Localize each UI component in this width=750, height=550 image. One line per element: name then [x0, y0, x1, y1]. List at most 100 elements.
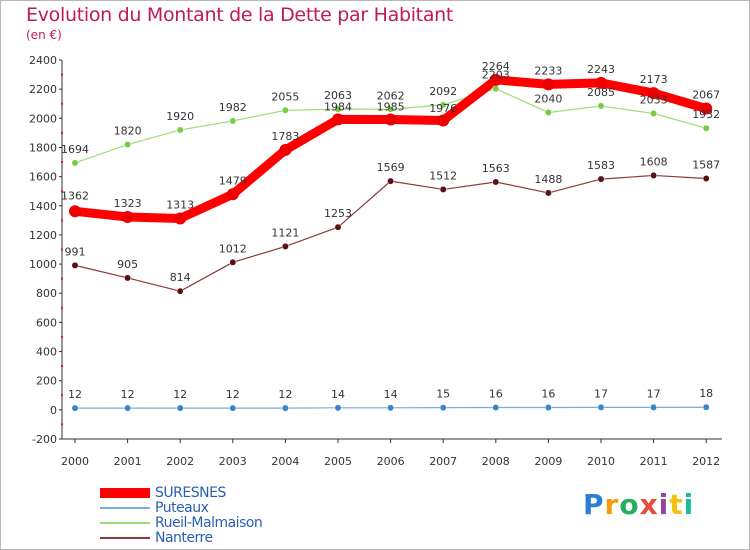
x-tick-label: 2003 [219, 455, 247, 468]
data-label: 2233 [534, 64, 562, 77]
data-label: 15 [436, 388, 450, 401]
data-point [702, 403, 710, 411]
data-label: 1984 [324, 101, 352, 114]
data-label: 2085 [587, 86, 615, 99]
x-tick-label: 2006 [377, 455, 405, 468]
data-label: 1820 [114, 125, 142, 138]
x-tick-label: 2011 [640, 455, 668, 468]
legend-swatch-puteaux [100, 506, 150, 509]
legend-label-puteaux: Puteaux [155, 499, 209, 516]
legend-item-rueil-malmaison: Rueil-Malmaison [100, 514, 263, 531]
data-label: 1985 [377, 100, 405, 113]
data-point [489, 73, 502, 86]
data-point [492, 404, 500, 411]
data-label: 16 [489, 388, 503, 401]
data-point [332, 113, 344, 126]
data-label: 2067 [692, 89, 720, 102]
data-point [124, 404, 132, 412]
data-label: 1012 [219, 242, 247, 255]
data-point [544, 189, 552, 197]
data-label: 1313 [166, 198, 194, 211]
data-label: 12 [68, 388, 82, 401]
logo-letter: P [583, 488, 605, 521]
data-point [334, 223, 342, 231]
data-label: 905 [117, 258, 138, 271]
data-point [124, 141, 132, 148]
x-tick-label: 2010 [587, 455, 615, 468]
y-tick-label: 2000 [29, 112, 57, 125]
data-point [492, 178, 500, 186]
data-point [437, 114, 450, 127]
data-point [597, 175, 605, 183]
y-tick-label: 1600 [29, 171, 57, 184]
data-label: 1563 [482, 162, 510, 175]
data-label: 1920 [166, 110, 194, 123]
chart-title: Evolution du Montant de la Dette par Hab… [26, 4, 454, 26]
data-point [279, 143, 292, 156]
data-point [174, 212, 187, 225]
data-label: 1982 [219, 101, 247, 114]
data-label: 2173 [640, 73, 668, 86]
data-point [176, 126, 184, 134]
data-point [387, 404, 395, 412]
data-point [71, 261, 79, 269]
y-tick-label: 800 [36, 287, 57, 300]
data-point [702, 124, 710, 132]
data-label: 1569 [377, 161, 405, 174]
x-tick-label: 2004 [271, 455, 299, 468]
x-tick-label: 2005 [324, 455, 352, 468]
legend-swatch-rueil-malmaison [100, 521, 150, 524]
data-point [597, 102, 605, 110]
data-label: 2203 [482, 69, 510, 82]
data-label: 2055 [271, 90, 299, 103]
logo-letter: i [683, 488, 695, 521]
data-point [281, 106, 289, 114]
y-tick-label: 200 [36, 375, 57, 388]
data-label: 17 [594, 387, 608, 400]
data-point [176, 404, 184, 412]
logo-letter: x [639, 488, 659, 521]
data-label: 17 [647, 387, 661, 400]
data-point [71, 404, 79, 412]
data-point [69, 205, 81, 218]
data-label: 1512 [429, 169, 457, 182]
x-tick-label: 2012 [692, 455, 720, 468]
data-label: 2264 [482, 60, 510, 73]
legend-item-puteaux: Puteaux [100, 499, 262, 516]
data-point [229, 258, 237, 266]
data-point [334, 404, 342, 412]
y-tick-label: 1800 [29, 141, 57, 154]
data-point [387, 177, 395, 185]
data-label: 1932 [692, 108, 720, 121]
data-label: 1121 [271, 226, 299, 239]
data-label: 1253 [324, 207, 352, 220]
data-point [700, 102, 713, 115]
data-label: 1583 [587, 159, 615, 172]
legend-label-rueil-malmaison: Rueil-Malmaison [155, 514, 263, 531]
data-point [650, 110, 658, 117]
data-point [542, 78, 555, 91]
legend-item-nanterre: Nanterre [100, 530, 262, 546]
data-label: 1694 [61, 143, 89, 156]
data-point [439, 101, 447, 109]
y-tick-label: 1400 [29, 200, 57, 213]
data-label: 18 [699, 387, 713, 400]
y-tick-label: 1200 [29, 229, 57, 242]
data-point [702, 175, 710, 182]
x-tick-label: 2007 [429, 455, 457, 468]
data-point [595, 76, 607, 89]
data-point [121, 210, 134, 223]
data-point [124, 274, 132, 282]
data-point [439, 185, 447, 193]
data-point [597, 403, 605, 411]
data-point [384, 113, 397, 126]
logo-letter: r [604, 488, 620, 521]
data-point [544, 404, 552, 411]
y-tick-label: 400 [36, 346, 57, 359]
data-label: 12 [173, 388, 187, 401]
legend-swatch-suresnes [100, 487, 150, 498]
logo-letter: t [669, 488, 684, 521]
data-label: 14 [331, 388, 345, 401]
y-tick-label: 0 [50, 404, 57, 417]
